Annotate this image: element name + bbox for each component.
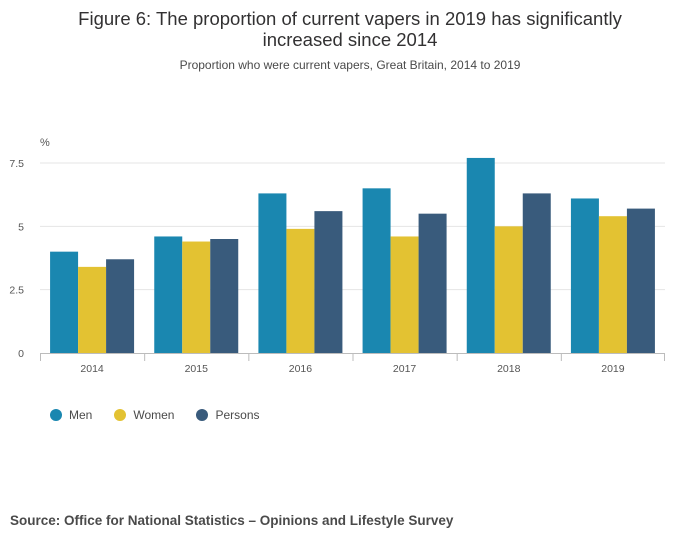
chart-title: Figure 6: The proportion of current vape… — [0, 8, 700, 50]
bar-men-2016 — [258, 193, 287, 353]
y-tick-label: 5 — [18, 221, 24, 233]
bar-men-2019 — [570, 198, 599, 353]
bar-women-2016 — [286, 228, 315, 353]
chart-title-line-2: increased since 2014 — [262, 29, 438, 50]
legend-item-persons[interactable]: Persons — [196, 408, 260, 422]
chart-subtitle: Proportion who were current vapers, Grea… — [179, 58, 521, 72]
bar-women-2015 — [182, 241, 211, 353]
legend-item-men[interactable]: Men — [50, 408, 92, 422]
bar-men-2017 — [362, 188, 391, 353]
legend-swatch — [50, 409, 62, 421]
legend-swatch — [114, 409, 127, 421]
bar-women-2017 — [390, 236, 419, 353]
y-tick-label: 2.5 — [9, 285, 24, 297]
y-tick-label: 7.5 — [9, 158, 24, 170]
bar-women-2014 — [78, 266, 107, 353]
x-tick-label: 2019 — [601, 363, 625, 375]
legend-item-women[interactable]: Women — [114, 408, 174, 422]
chart-title-line-1: Figure 6: The proportion of current vape… — [78, 8, 622, 29]
x-tick-label: 2017 — [393, 363, 417, 375]
legend-label: Women — [133, 408, 175, 422]
legend: Men Women Persons — [50, 408, 282, 422]
y-tick-label: 0 — [18, 348, 24, 360]
y-axis-label: % — [40, 137, 50, 149]
bar-men-2014 — [50, 251, 79, 353]
bar-persons-2014 — [106, 259, 135, 353]
bar-persons-2019 — [626, 208, 655, 353]
legend-label: Men — [69, 408, 93, 422]
bar-persons-2016 — [314, 211, 343, 353]
x-tick-label: 2018 — [497, 363, 521, 375]
bar-persons-2017 — [418, 213, 447, 353]
bar-persons-2018 — [522, 193, 551, 353]
bar-men-2018 — [466, 157, 495, 353]
bar-men-2015 — [154, 236, 183, 353]
bar-women-2018 — [494, 226, 523, 353]
legend-label: Persons — [215, 408, 260, 422]
bar-women-2019 — [598, 216, 627, 353]
legend-swatch — [196, 409, 209, 421]
bar-persons-2015 — [210, 239, 239, 353]
x-tick-label: 2016 — [289, 363, 313, 375]
x-tick-label: 2015 — [185, 363, 209, 375]
source-note: Source: Office for National Statistics –… — [10, 513, 454, 528]
x-tick-label: 2014 — [80, 363, 104, 375]
